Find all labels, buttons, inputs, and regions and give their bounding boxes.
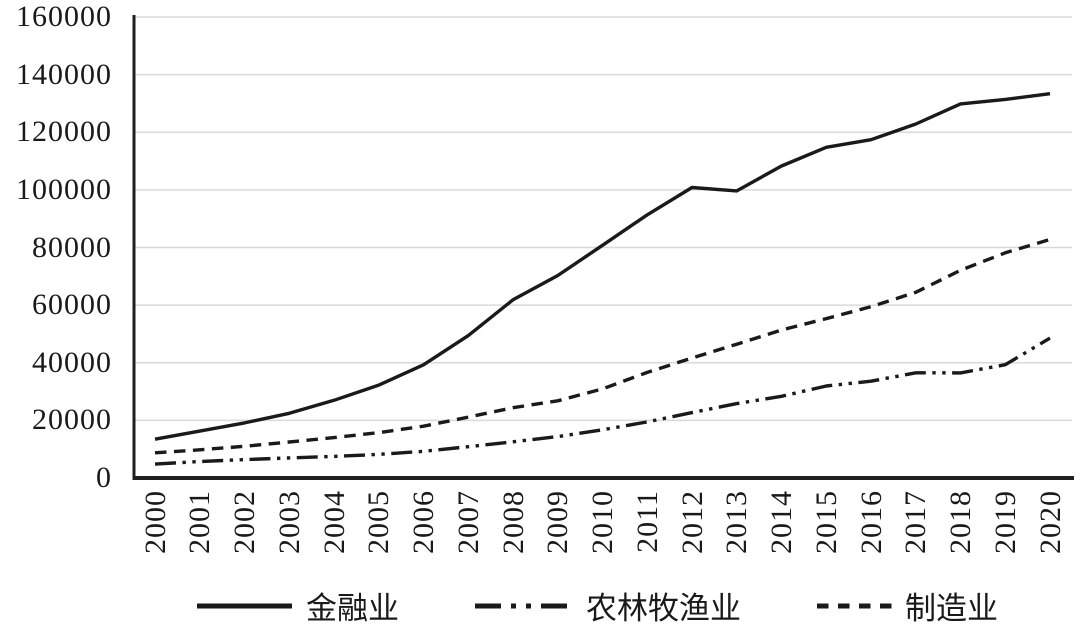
legend-dash-dot-dot-line-icon <box>475 603 573 608</box>
y-axis-tick-label: 20000 <box>32 403 112 437</box>
x-axis-tick-label: 2004 <box>317 490 351 554</box>
x-axis-tick-label: 2002 <box>228 490 261 554</box>
x-axis-tick-label: 2003 <box>272 490 306 554</box>
x-axis-tick-label: 2017 <box>899 490 933 554</box>
legend-item-manufacturing: 制造业 <box>817 583 998 627</box>
y-axis-tick-label: 80000 <box>32 230 112 264</box>
x-axis-tick-label: 2013 <box>720 490 754 554</box>
x-axis-tick-label: 2005 <box>362 490 396 554</box>
series-line-manufacturing <box>154 237 1051 455</box>
legend-label-manufacturing: 制造业 <box>905 591 998 626</box>
series-line-agriculture <box>154 336 1051 466</box>
legend-label-agriculture: 农林牧渔业 <box>586 591 741 626</box>
y-axis-tick-label: 100000 <box>16 172 112 206</box>
x-axis-tick-label: 2012 <box>675 490 709 554</box>
x-axis-tick-label: 2019 <box>988 490 1022 554</box>
x-axis-tick-label: 2011 <box>630 490 664 553</box>
legend-dashed-line-icon <box>817 603 892 608</box>
y-axis-tick-label: 40000 <box>32 345 112 379</box>
x-axis-tick-label: 2015 <box>809 490 843 554</box>
x-axis-tick-label: 2010 <box>586 490 619 554</box>
x-axis-tick-label: 2009 <box>541 490 575 554</box>
series-line-finance <box>154 92 1051 441</box>
x-axis-tick-label: 2018 <box>944 490 977 554</box>
legend-solid-line-icon <box>197 603 292 608</box>
y-axis-tick-label: 120000 <box>16 115 112 149</box>
y-axis-tick-label: 60000 <box>32 288 112 322</box>
legend-item-finance: 金融业 <box>196 583 399 627</box>
x-axis-tick-label: 2001 <box>183 490 217 554</box>
x-axis-tick-label: 2020 <box>1033 490 1067 554</box>
x-axis-tick-label: 2008 <box>496 490 530 554</box>
legend-item-agriculture: 农林牧渔业 <box>475 583 741 627</box>
legend: 金融业 农林牧渔业 制造业 <box>196 583 998 627</box>
y-axis-tick-label: 140000 <box>16 57 112 91</box>
legend-label-finance: 金融业 <box>306 591 399 626</box>
x-axis-tick-label: 2014 <box>765 490 798 554</box>
x-axis-tick-label: 2016 <box>854 490 888 554</box>
y-axis-tick-label: 160000 <box>16 0 112 33</box>
y-axis-tick-label: 0 <box>96 461 112 494</box>
x-axis-tick-label: 2007 <box>451 490 485 554</box>
x-axis-tick-label: 2006 <box>407 490 440 554</box>
x-axis-tick-label: 2000 <box>138 490 172 554</box>
